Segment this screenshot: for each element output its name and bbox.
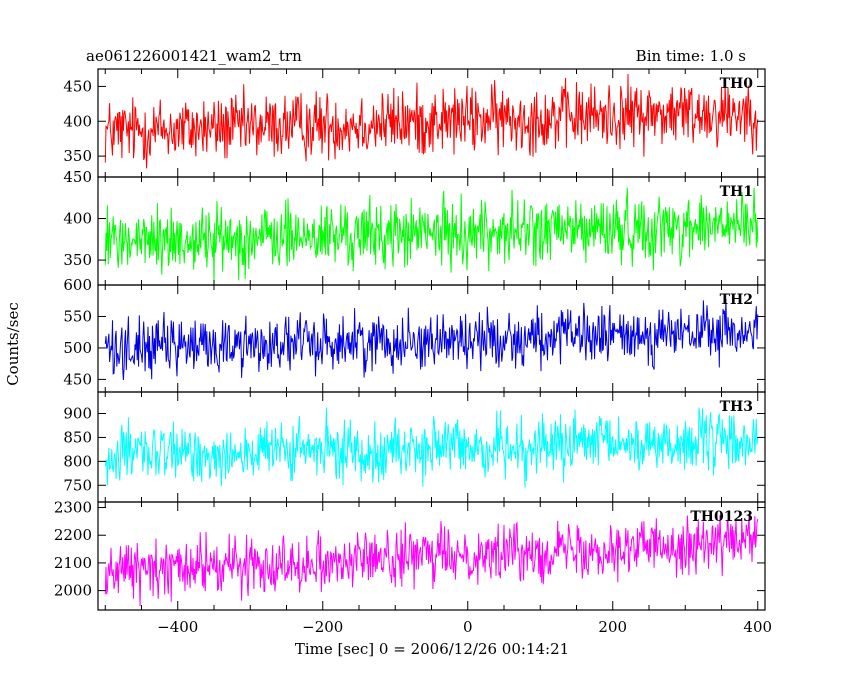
y-tick-label: 450 [63,77,92,95]
panel-th0123: 2000 2100 2200 2300 TH0123 [54,499,766,611]
bin-time-label: Bin time: 1.0 s [636,47,746,65]
y-tick-label: 2100 [54,554,92,572]
y-tick-label: 450 [63,168,92,186]
x-tick-label: 200 [598,618,627,636]
y-tick-label: 900 [63,405,92,423]
y-tick-label: 2300 [54,499,92,517]
y-tick-label: 450 [63,370,92,388]
x-tick-label: 0 [463,618,473,636]
panel-th3: 750 800 850 900 TH3 [63,391,766,503]
x-axis-title: Time [sec] 0 = 2006/12/26 00:14:21 [295,640,569,658]
panel-th0: 350 400 450 TH0 [63,68,766,178]
x-tick-label: −200 [302,618,343,636]
series-line-th1 [104,187,759,284]
chart-title: ae061226001421_wam2_trn [86,47,302,65]
series-label-th1: TH1 [720,184,753,200]
y-tick-label: 2000 [54,582,92,600]
x-tick-label: −400 [157,618,198,636]
y-tick-label: 350 [63,251,92,269]
y-tick-label: 850 [63,428,92,446]
series-line-th3 [104,407,759,488]
panel-th1: 350 400 450 TH1 [63,168,766,286]
series-line-th0 [104,73,759,169]
y-tick-label: 400 [63,112,92,130]
y-tick-label: 350 [63,147,92,165]
y-tick-label: 600 [63,276,92,294]
y-axis-title: Counts/sec [4,302,22,386]
y-tick-label: 2200 [54,526,92,544]
series-label-th0: TH0 [720,76,754,92]
panel-th2: 450 500 550 600 TH2 [63,276,766,393]
panels-group: 350 400 450 TH0 350 400 450 TH1 450 500 550 600 TH2 7… [54,68,772,636]
series-label-th0123: TH0123 [690,509,753,525]
series-line-th2 [104,298,759,381]
series-label-th2: TH2 [720,292,753,308]
y-tick-label: 400 [63,210,92,228]
y-tick-label: 750 [63,476,92,494]
series-label-th3: TH3 [720,399,753,415]
x-tick-label: 400 [743,618,772,636]
y-tick-label: 550 [63,307,92,325]
y-tick-label: 500 [63,339,92,357]
series-line-th0123 [104,514,759,607]
y-tick-label: 800 [63,452,92,470]
